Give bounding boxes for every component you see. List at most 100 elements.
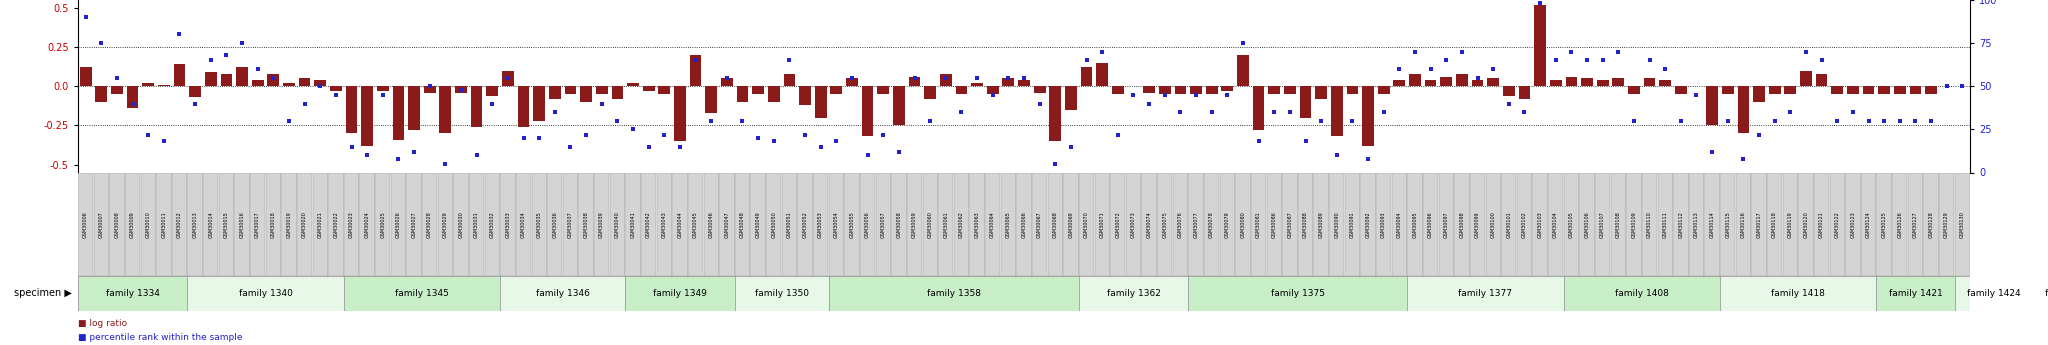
Bar [1690,172,1704,276]
Point [319,92,352,98]
Bar [360,172,375,276]
Bar [1485,172,1501,276]
Bar [1518,172,1532,276]
Bar [1237,55,1249,86]
Bar [1362,86,1374,146]
Bar [80,67,92,86]
Text: GSM30011: GSM30011 [162,211,166,238]
Bar [877,86,889,94]
Bar [1360,172,1376,276]
Text: GSM30028: GSM30028 [428,211,432,238]
Text: GSM30075: GSM30075 [1163,211,1167,238]
Point [1133,101,1165,106]
Text: GSM30058: GSM30058 [897,211,901,238]
Bar [1331,86,1343,136]
Bar [750,172,766,276]
Bar [1096,63,1108,86]
Text: GSM30091: GSM30091 [1350,211,1356,238]
Bar [612,86,623,99]
Bar [203,172,219,276]
Bar [1378,86,1389,94]
Point [492,75,524,80]
Bar [1657,172,1673,276]
Point [1163,109,1196,115]
Point [397,149,430,155]
Bar [625,276,735,310]
Bar [643,86,655,91]
Text: GSM30019: GSM30019 [287,211,291,238]
Text: GSM30128: GSM30128 [1929,211,1933,238]
Text: GSM30071: GSM30071 [1100,211,1104,238]
Bar [1862,172,1876,276]
Text: GSM30115: GSM30115 [1724,211,1731,238]
Bar [1626,172,1642,276]
Text: GSM30102: GSM30102 [1522,211,1528,238]
Text: GSM30054: GSM30054 [834,211,840,238]
Bar [563,172,578,276]
Point [930,75,963,80]
Text: family 1418: family 1418 [1772,289,1825,298]
Bar [1032,172,1047,276]
Text: GSM30049: GSM30049 [756,211,760,238]
Bar [735,172,750,276]
Text: GSM30018: GSM30018 [270,211,276,238]
Point [913,118,946,124]
Text: GSM30125: GSM30125 [1882,211,1886,238]
Bar [1157,172,1171,276]
Bar [922,172,938,276]
Bar [1954,172,1970,276]
Point [117,101,150,106]
Text: GSM30123: GSM30123 [1851,211,1855,238]
Text: family 1408: family 1408 [1614,289,1669,298]
Point [242,66,274,72]
Bar [1346,172,1360,276]
Bar [907,172,922,276]
Point [1571,58,1604,63]
Point [788,132,821,137]
Point [569,132,602,137]
Bar [141,172,156,276]
Bar [233,172,250,276]
Text: GSM30044: GSM30044 [678,211,682,238]
Point [1665,118,1698,124]
Bar [1409,74,1421,86]
Bar [690,55,700,86]
Text: GSM30042: GSM30042 [647,211,651,238]
Point [819,139,852,144]
Bar [610,172,625,276]
Text: GSM30009: GSM30009 [131,211,135,238]
Text: GSM30037: GSM30037 [567,211,573,238]
Bar [344,276,500,310]
Bar [186,276,344,310]
Text: GSM30026: GSM30026 [395,211,401,238]
Text: GSM30079: GSM30079 [1225,211,1229,238]
Bar [315,80,326,86]
Bar [283,83,295,86]
Bar [1534,5,1546,86]
Bar [1300,86,1311,118]
Bar [377,86,389,91]
Text: GSM30015: GSM30015 [223,211,229,238]
Bar [424,86,436,92]
Text: GSM30055: GSM30055 [850,211,854,238]
Bar [829,276,1079,310]
Bar [1876,276,1954,310]
Bar [766,172,782,276]
Text: GSM30093: GSM30093 [1380,211,1386,238]
Point [1649,66,1681,72]
Bar [1581,78,1593,86]
Bar [1454,172,1470,276]
Bar [1550,80,1563,86]
Text: family 1345: family 1345 [395,289,449,298]
Point [1696,149,1729,155]
Point [1759,118,1792,124]
Bar [1423,172,1438,276]
Text: GSM30059: GSM30059 [911,211,918,238]
Bar [221,74,231,86]
Bar [485,172,500,276]
Text: family 1362: family 1362 [1106,289,1161,298]
Bar [954,172,969,276]
Point [836,75,868,80]
Bar [1737,172,1751,276]
Text: GSM30012: GSM30012 [176,211,182,238]
